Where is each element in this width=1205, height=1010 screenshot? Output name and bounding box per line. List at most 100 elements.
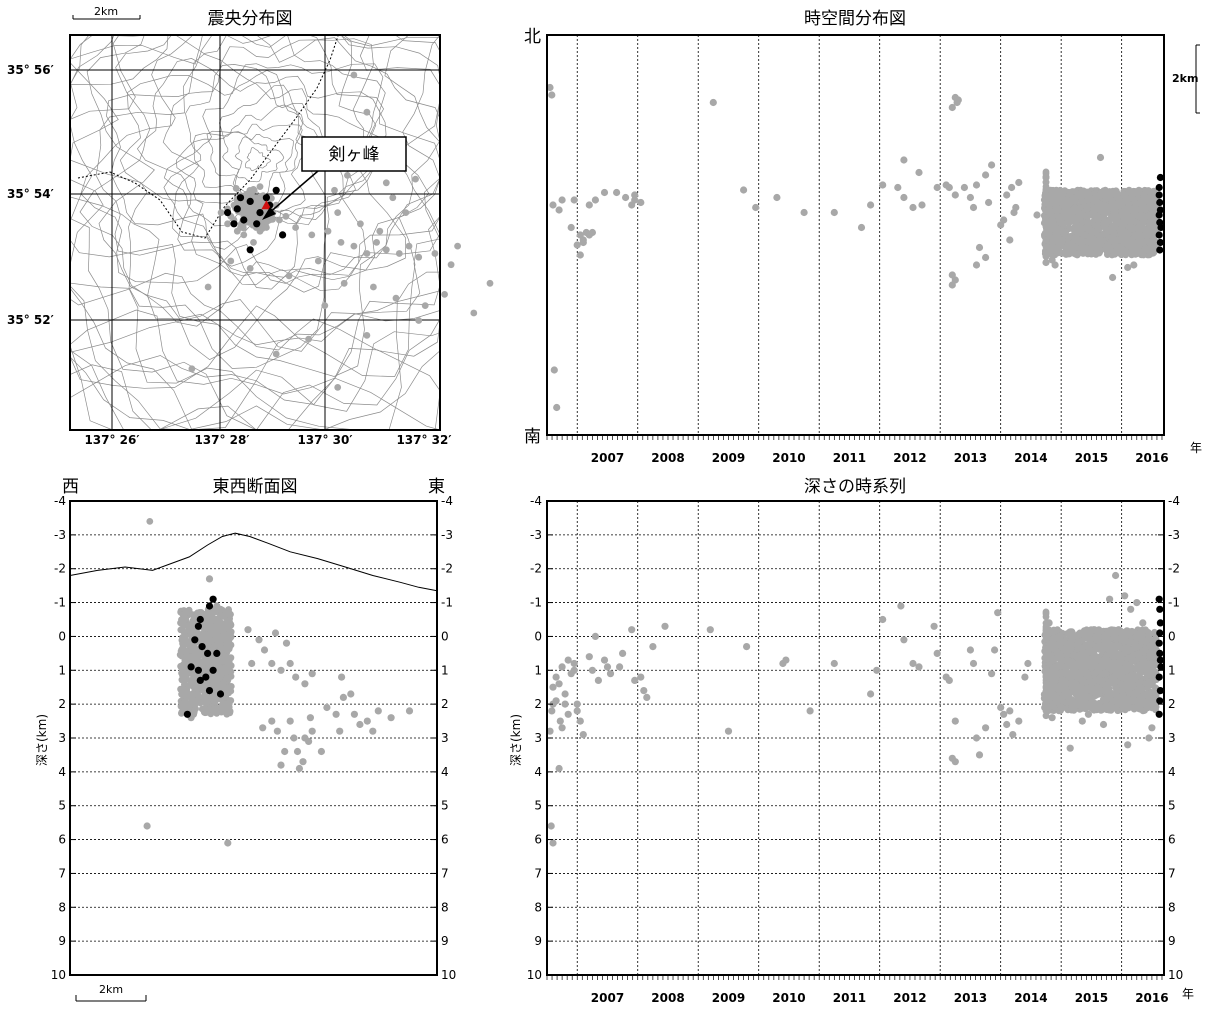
space-time-event [553, 403, 561, 412]
space-time-recent-event [1155, 183, 1163, 192]
space-time-scale-bar: 2km [1172, 44, 1200, 114]
map-recent-event [256, 209, 264, 217]
ew-cluster-event [220, 706, 228, 713]
map-event [204, 283, 212, 291]
ew-recent-event [209, 666, 217, 674]
depth-tick-label-right: 1 [441, 663, 449, 677]
space-time-cluster-event [1099, 231, 1107, 239]
depth-time-event [1115, 626, 1123, 634]
map-event [370, 283, 377, 291]
depth-time-event [637, 673, 645, 681]
summit-label: 剣ヶ峰 [329, 145, 380, 165]
ew-event [295, 764, 303, 773]
space-time-event [933, 183, 941, 192]
depth-time-cluster-event [1145, 690, 1153, 698]
depth-tick-label-right: 8 [441, 900, 449, 914]
ew-event [350, 710, 358, 718]
prefecture-boundary [77, 35, 339, 239]
space-time-cluster-event [1042, 207, 1050, 215]
space-time-cluster-event [1082, 212, 1090, 220]
depth-time-event [743, 643, 751, 651]
space-time-event [982, 253, 990, 262]
space-time-event [972, 261, 981, 269]
ew-recent-event [213, 649, 221, 658]
contour-line [244, 147, 271, 172]
space-time-cluster-event [1097, 241, 1105, 249]
depth-time-cluster-event [1144, 701, 1152, 709]
depth-time-event [933, 649, 941, 658]
depth-tick-label-left: 2 [58, 697, 66, 711]
space-time-cluster-event [1089, 241, 1096, 249]
space-time-event [1112, 191, 1120, 199]
depth-time-event [969, 659, 978, 668]
depth-time-event [972, 734, 981, 742]
ew-recent-event [216, 690, 225, 698]
space-time-event [900, 156, 908, 164]
ew-recent-event [205, 602, 214, 610]
depth-time-cluster-event [1073, 701, 1081, 709]
space-time-cluster-event [1042, 223, 1050, 230]
depth-time-event [561, 690, 569, 698]
depth-time-cluster-event [1042, 625, 1050, 632]
depth-time-cluster-event [1092, 676, 1100, 684]
ew-section-title: 東西断面図 [213, 477, 298, 497]
ew-cluster-event [223, 640, 231, 648]
space-time-cluster-event [1042, 173, 1050, 181]
depth-time-cluster-event [1091, 700, 1099, 707]
depth-time-event [573, 700, 581, 708]
ew-cluster-event [224, 687, 232, 695]
map-event [188, 365, 196, 373]
space-time-year-label: 2015 [1075, 451, 1108, 465]
ew-event [216, 605, 225, 613]
map-lon-tick-2: 137° 28′ [194, 433, 249, 447]
depth-time-cluster-event [1103, 687, 1111, 695]
east-label: 東 [428, 477, 445, 497]
map-event [266, 216, 274, 224]
space-time-recent-event [1155, 231, 1163, 239]
depth-time-cluster-event [1067, 660, 1075, 668]
ew-cluster-event [190, 690, 198, 698]
space-time-event [740, 186, 748, 194]
depth-tick-label-left: 0 [534, 629, 542, 643]
ew-event [299, 758, 307, 766]
summit-label-box [301, 136, 407, 172]
space-time-cluster-event [1127, 243, 1135, 251]
space-time-cluster-event [1074, 230, 1082, 238]
depth-time-event [552, 697, 560, 705]
depth-time-cluster-event [1054, 626, 1061, 634]
map-event [217, 209, 225, 217]
depth-tick-label-left: 10 [527, 968, 542, 982]
space-time-year-label: 2010 [772, 451, 805, 465]
space-time-cluster-event [1090, 235, 1097, 243]
ew-cluster-event [219, 682, 226, 689]
space-time-event [631, 196, 639, 204]
ew-event [369, 727, 377, 735]
ew-cluster-event [203, 622, 211, 630]
map-event [285, 272, 293, 280]
depth-time-cluster-event [1057, 703, 1065, 711]
depth-tick-label-right: 9 [441, 934, 449, 948]
depth-tick-label-right: 6 [1168, 833, 1176, 847]
ew-recent-event [205, 687, 214, 695]
space-time-event [951, 191, 959, 199]
north-label: 北 [524, 27, 541, 47]
space-time-cluster-event [1109, 233, 1117, 241]
ew-cluster-event [181, 657, 189, 664]
ew-cluster-event [178, 686, 186, 694]
depth-tick-label-right: -4 [1168, 494, 1180, 508]
depth-time-event [1009, 731, 1017, 739]
depth-time-cluster-event [1100, 670, 1107, 678]
depth-time-cluster-event [1083, 672, 1091, 680]
space-time-cluster-event [1077, 216, 1085, 224]
depth-time-recent-event [1157, 663, 1165, 671]
topography-profile [69, 532, 438, 592]
depth-time-cluster-event [1079, 644, 1087, 652]
ew-cluster-event [203, 706, 211, 714]
space-time-recent-event [1155, 191, 1163, 199]
space-time-event [558, 196, 566, 204]
depth-tick-label-right: -4 [441, 494, 453, 508]
ew-cluster-event [215, 622, 223, 629]
space-time-event [982, 171, 990, 179]
depth-time-year-label: 2014 [1014, 991, 1047, 1005]
